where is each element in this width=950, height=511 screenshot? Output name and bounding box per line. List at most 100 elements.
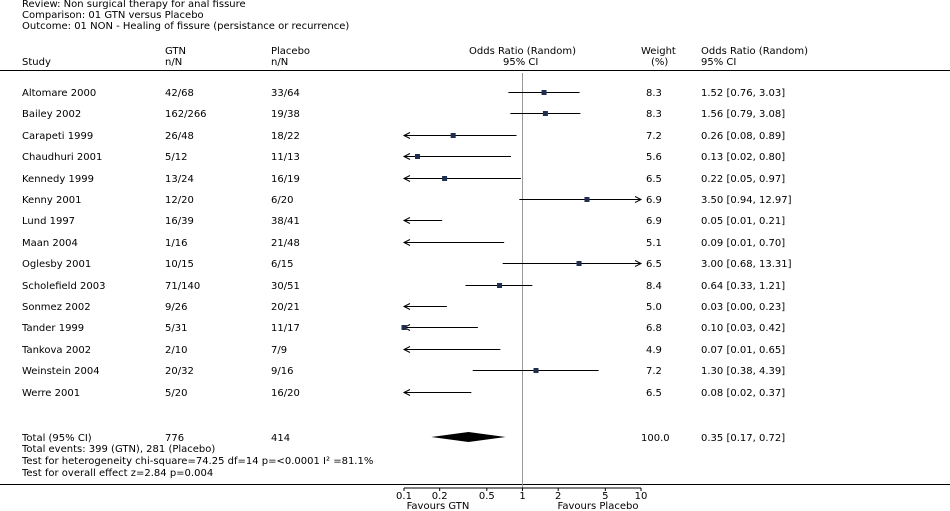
point-estimate [415, 154, 421, 159]
study-placebo: 11/17 [271, 323, 300, 334]
point-estimate [541, 90, 547, 95]
header-rule [0, 70, 950, 71]
total-placebo: 414 [271, 433, 291, 444]
study-placebo: 30/51 [271, 281, 300, 292]
x-tick-label: 0.2 [432, 491, 448, 502]
study-or-ci: 0.64 [0.33, 1.21] [701, 281, 786, 292]
study-gtn: 9/26 [165, 302, 188, 313]
study-name: Maan 2004 [22, 238, 78, 249]
study-gtn: 5/12 [165, 152, 188, 163]
study-weight: 6.5 [646, 259, 662, 270]
study-gtn: 5/20 [165, 388, 188, 399]
favours-gtn-label: Favours GTN [407, 501, 470, 511]
ci-arrow-right [634, 196, 643, 203]
study-placebo: 38/41 [271, 216, 300, 227]
study-name: Tankova 2002 [22, 345, 92, 356]
study-weight: 6.8 [646, 323, 662, 334]
study-placebo: 6/20 [271, 195, 294, 206]
x-tick-label: 5 [602, 491, 608, 502]
point-estimate [401, 325, 407, 330]
study-gtn: 20/32 [165, 366, 194, 377]
ci-arrow-left [402, 303, 411, 310]
study-name: Scholefield 2003 [22, 281, 106, 292]
col-or-text-subheader: 95% CI [701, 57, 737, 68]
col-placebo-subheader: n/N [271, 57, 289, 68]
study-or-ci: 1.52 [0.76, 3.03] [701, 88, 786, 99]
study-weight: 4.9 [646, 345, 662, 356]
col-or-plot-header: Odds Ratio (Random) [469, 46, 577, 57]
point-estimate [442, 176, 448, 181]
study-or-ci: 1.56 [0.79, 3.08] [701, 109, 786, 120]
study-gtn: 5/31 [165, 323, 188, 334]
study-placebo: 18/22 [271, 131, 300, 142]
study-gtn: 12/20 [165, 195, 194, 206]
study-weight: 8.3 [646, 88, 662, 99]
point-estimate [542, 111, 548, 116]
point-estimate [576, 261, 582, 266]
study-or-ci: 0.08 [0.02, 0.37] [701, 388, 786, 399]
study-weight: 5.0 [646, 302, 662, 313]
total-or-ci: 0.35 [0.17, 0.72] [701, 433, 786, 444]
point-estimate [497, 283, 503, 288]
study-gtn: 10/15 [165, 259, 194, 270]
footnote-heterogeneity: Test for heterogeneity chi-square=74.25 … [22, 456, 374, 467]
study-gtn: 1/16 [165, 238, 188, 249]
col-gtn-header: GTN [165, 46, 186, 57]
col-weight-header: Weight [641, 46, 676, 57]
study-placebo: 20/21 [271, 302, 300, 313]
x-tick-label: 10 [635, 491, 648, 502]
total-label: Total (95% CI) [22, 433, 92, 444]
study-placebo: 9/16 [271, 366, 294, 377]
study-name: Weinstein 2004 [22, 366, 100, 377]
favours-placebo-label: Favours Placebo [558, 501, 639, 511]
study-placebo: 33/64 [271, 88, 300, 99]
study-weight: 8.3 [646, 109, 662, 120]
study-or-ci: 0.22 [0.05, 0.97] [701, 174, 786, 185]
study-name: Bailey 2002 [22, 109, 82, 120]
study-name: Carapeti 1999 [22, 131, 94, 142]
review-title: Review: Non surgical therapy for anal fi… [22, 0, 246, 10]
ci-arrow-left [402, 175, 411, 182]
col-study-header: Study [22, 57, 51, 68]
study-or-ci: 0.05 [0.01, 0.21] [701, 216, 786, 227]
outcome-title: Outcome: 01 NON - Healing of fissure (pe… [22, 21, 350, 32]
x-tick-label: 2 [555, 491, 561, 502]
study-name: Sonmez 2002 [22, 302, 91, 313]
study-or-ci: 3.00 [0.68, 13.31] [701, 259, 792, 270]
study-name: Altomare 2000 [22, 88, 97, 99]
study-name: Chaudhuri 2001 [22, 152, 103, 163]
study-gtn: 13/24 [165, 174, 194, 185]
study-name: Lund 1997 [22, 216, 76, 227]
study-weight: 6.9 [646, 195, 662, 206]
ci-arrow-left [402, 346, 411, 353]
total-weight: 100.0 [641, 433, 670, 444]
study-placebo: 16/20 [271, 388, 300, 399]
col-weight-subheader: (%) [651, 57, 669, 68]
study-or-ci: 0.13 [0.02, 0.80] [701, 152, 786, 163]
study-placebo: 7/9 [271, 345, 288, 356]
study-weight: 8.4 [646, 281, 662, 292]
study-placebo: 21/48 [271, 238, 300, 249]
ci-arrow-left [402, 389, 411, 396]
ci-arrow-right [634, 260, 643, 267]
study-or-ci: 0.09 [0.01, 0.70] [701, 238, 786, 249]
x-tick-label: 0.1 [396, 491, 412, 502]
col-placebo-header: Placebo [271, 46, 311, 57]
comparison-title: Comparison: 01 GTN versus Placebo [22, 10, 204, 21]
study-weight: 7.2 [646, 366, 662, 377]
study-name: Kennedy 1999 [22, 174, 94, 185]
study-placebo: 11/13 [271, 152, 300, 163]
study-weight: 6.9 [646, 216, 662, 227]
study-weight: 5.1 [646, 238, 662, 249]
col-or-text-header: Odds Ratio (Random) [701, 46, 809, 57]
study-gtn: 2/10 [165, 345, 188, 356]
x-tick-label: 0.5 [479, 491, 495, 502]
study-gtn: 16/39 [165, 216, 194, 227]
point-estimate [450, 133, 456, 138]
study-gtn: 26/48 [165, 131, 194, 142]
study-name: Oglesby 2001 [22, 259, 92, 270]
study-or-ci: 0.10 [0.03, 0.42] [701, 323, 786, 334]
point-estimate [533, 368, 539, 373]
ci-arrow-left [402, 239, 411, 246]
study-name: Tander 1999 [22, 323, 85, 334]
